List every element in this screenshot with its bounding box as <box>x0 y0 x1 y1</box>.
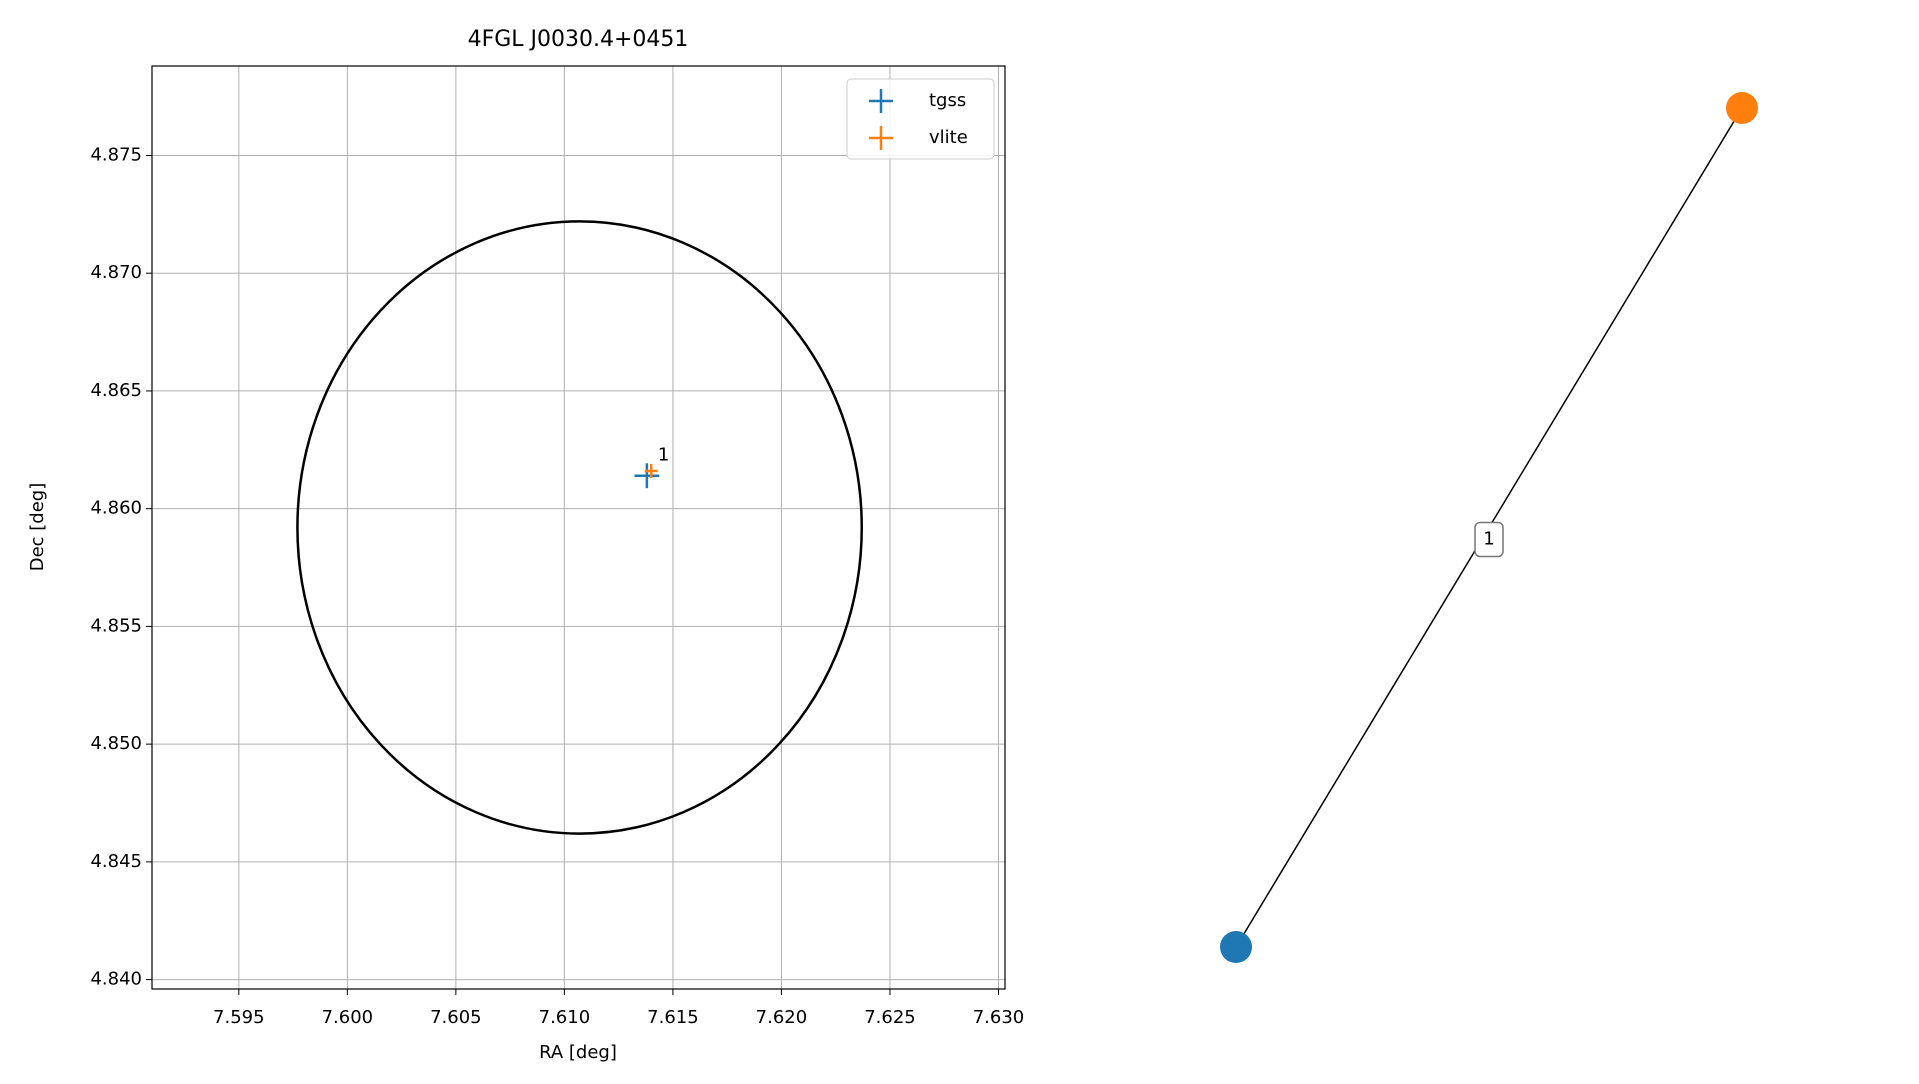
x-tick-label: 7.630 <box>973 1007 1025 1028</box>
x-tick-label: 7.605 <box>430 1007 482 1028</box>
x-tick-label: 7.615 <box>647 1007 699 1028</box>
x-tick-label: 7.610 <box>539 1007 591 1028</box>
legend-label: vlite <box>929 127 968 148</box>
y-tick-label: 4.850 <box>90 733 142 754</box>
edge-label-box <box>1474 521 1504 558</box>
legend-label: tgss <box>929 90 966 111</box>
legend-box <box>846 78 995 160</box>
node <box>1220 931 1252 963</box>
chart-title: 4FGL J0030.4+0451 <box>468 27 689 52</box>
y-tick-label: 4.845 <box>90 851 142 872</box>
annotation: 1 <box>658 445 669 466</box>
x-tick-label: 7.595 <box>213 1007 265 1028</box>
y-tick-label: 4.875 <box>90 144 142 165</box>
axes-frame <box>151 65 1006 990</box>
y-tick-label: 4.860 <box>90 498 142 519</box>
x-tick-label: 7.600 <box>322 1007 374 1028</box>
edge-label: 1 <box>1483 529 1494 550</box>
x-axis-label: RA [deg] <box>539 1042 617 1063</box>
x-tick-label: 7.620 <box>756 1007 808 1028</box>
y-tick-label: 4.865 <box>90 380 142 401</box>
node <box>1726 92 1758 124</box>
y-tick-label: 4.870 <box>90 262 142 283</box>
y-tick-label: 4.840 <box>90 969 142 990</box>
y-tick-label: 4.855 <box>90 615 142 636</box>
error-circle <box>296 220 863 835</box>
x-tick-label: 7.625 <box>864 1007 916 1028</box>
y-axis-label: Dec [deg] <box>27 483 48 572</box>
